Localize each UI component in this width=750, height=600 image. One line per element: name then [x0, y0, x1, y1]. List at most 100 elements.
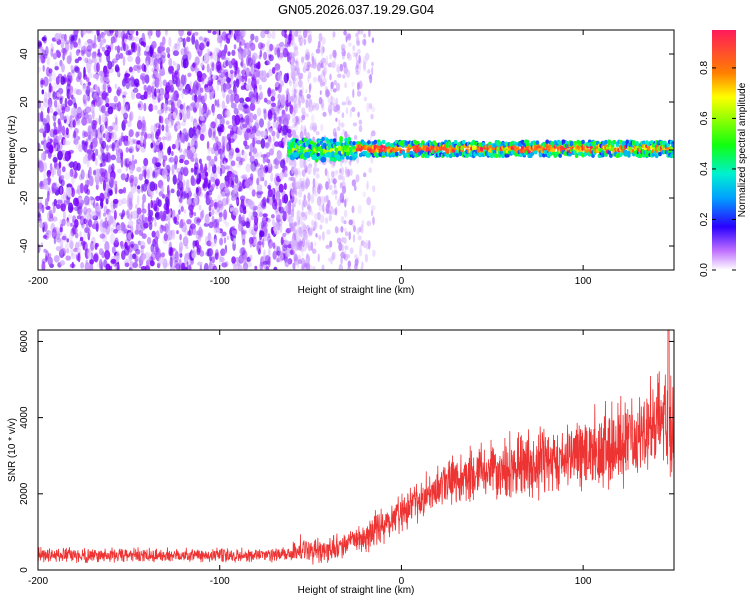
heat-cell: [345, 151, 350, 156]
heat-cell: [222, 231, 227, 237]
heat-cell: [123, 96, 126, 106]
heat-cell: [478, 142, 482, 147]
heat-cell: [165, 214, 171, 222]
heat-cell: [247, 199, 253, 206]
heat-cell: [319, 224, 323, 230]
heat-cell: [243, 63, 246, 73]
heat-cell: [264, 60, 270, 66]
heat-cell: [194, 56, 200, 66]
heat-cell: [78, 144, 83, 153]
heat-cell: [51, 228, 57, 239]
heat-cell: [164, 105, 168, 114]
heat-cell: [347, 137, 352, 142]
heat-cell: [59, 186, 63, 195]
heat-cell: [307, 192, 311, 202]
heat-cell: [302, 159, 308, 169]
heat-cell: [55, 49, 60, 55]
heat-cell: [342, 61, 347, 68]
heat-cell: [80, 169, 85, 180]
heat-cell: [317, 75, 321, 82]
heat-cell: [622, 141, 626, 146]
heat-cell: [120, 222, 126, 232]
heat-cell: [174, 43, 180, 51]
heat-cell: [171, 151, 174, 156]
heat-cell: [311, 114, 315, 123]
heat-cell: [272, 119, 276, 129]
heat-cell: [60, 175, 65, 180]
heat-cell: [303, 151, 310, 158]
heat-cell: [155, 122, 161, 129]
heat-cell: [340, 182, 343, 189]
heat-cell: [201, 209, 205, 219]
heat-cell: [230, 102, 237, 109]
heat-cell: [60, 247, 66, 257]
heat-cell: [84, 41, 87, 50]
heat-cell: [89, 87, 94, 93]
heat-cell: [293, 229, 298, 235]
heat-cell: [83, 195, 90, 206]
heat-cell: [53, 136, 57, 143]
heat-cell: [198, 231, 202, 242]
heat-cell: [200, 62, 204, 68]
heat-cell: [357, 111, 360, 118]
heat-cell: [298, 79, 303, 88]
heat-cell: [140, 41, 145, 46]
heat-cell: [257, 61, 261, 70]
heat-cell: [198, 102, 202, 113]
heat-cell: [300, 97, 306, 104]
heat-cell: [275, 159, 280, 166]
heat-cell: [363, 33, 366, 38]
heat-cell: [185, 245, 189, 250]
heat-cell: [181, 89, 184, 100]
heat-cell: [52, 208, 56, 214]
heat-cell: [176, 113, 181, 121]
heat-cell: [102, 212, 107, 217]
heat-cell: [159, 141, 163, 151]
heat-cell: [95, 148, 99, 156]
heat-cell: [44, 123, 51, 134]
heat-cell: [45, 46, 49, 56]
heat-cell: [112, 221, 117, 227]
heat-cell: [223, 69, 229, 76]
heat-cell: [83, 112, 89, 120]
heat-cell: [248, 151, 252, 157]
heat-cell: [47, 256, 53, 266]
heat-cell: [66, 238, 69, 243]
heat-cell: [296, 231, 301, 237]
heat-cell: [45, 255, 48, 262]
heat-cell: [217, 200, 223, 209]
heat-cell: [61, 47, 67, 54]
heat-cell: [119, 52, 124, 60]
heat-cell: [117, 199, 123, 207]
heat-cell: [53, 99, 58, 108]
heat-cell: [69, 51, 72, 62]
heat-cell: [306, 93, 311, 100]
heat-cell: [65, 140, 71, 146]
heat-cell: [381, 139, 386, 145]
heat-cell: [233, 44, 237, 50]
heat-cell: [122, 56, 126, 66]
heat-cell: [258, 212, 264, 218]
heat-cell: [131, 234, 135, 239]
heat-cell: [342, 74, 346, 79]
heat-cell: [38, 142, 41, 152]
heat-cell: [291, 212, 295, 218]
heat-cell: [209, 199, 214, 208]
heat-cell: [98, 53, 102, 63]
heat-cell: [295, 62, 300, 68]
heat-cell: [61, 218, 66, 227]
heat-cell: [366, 69, 371, 74]
heat-cell: [153, 250, 159, 255]
heat-cell: [262, 260, 269, 265]
heat-cell: [100, 226, 105, 235]
heat-cell: [341, 101, 347, 106]
heat-cell: [278, 104, 283, 111]
heat-cell: [43, 76, 49, 87]
heat-cell: [193, 166, 198, 176]
heat-cell: [129, 267, 132, 270]
heat-cell: [292, 239, 296, 247]
heat-cell: [151, 40, 157, 49]
heat-cell: [222, 84, 229, 93]
heat-cell: [273, 113, 277, 123]
heat-cell: [343, 65, 348, 75]
